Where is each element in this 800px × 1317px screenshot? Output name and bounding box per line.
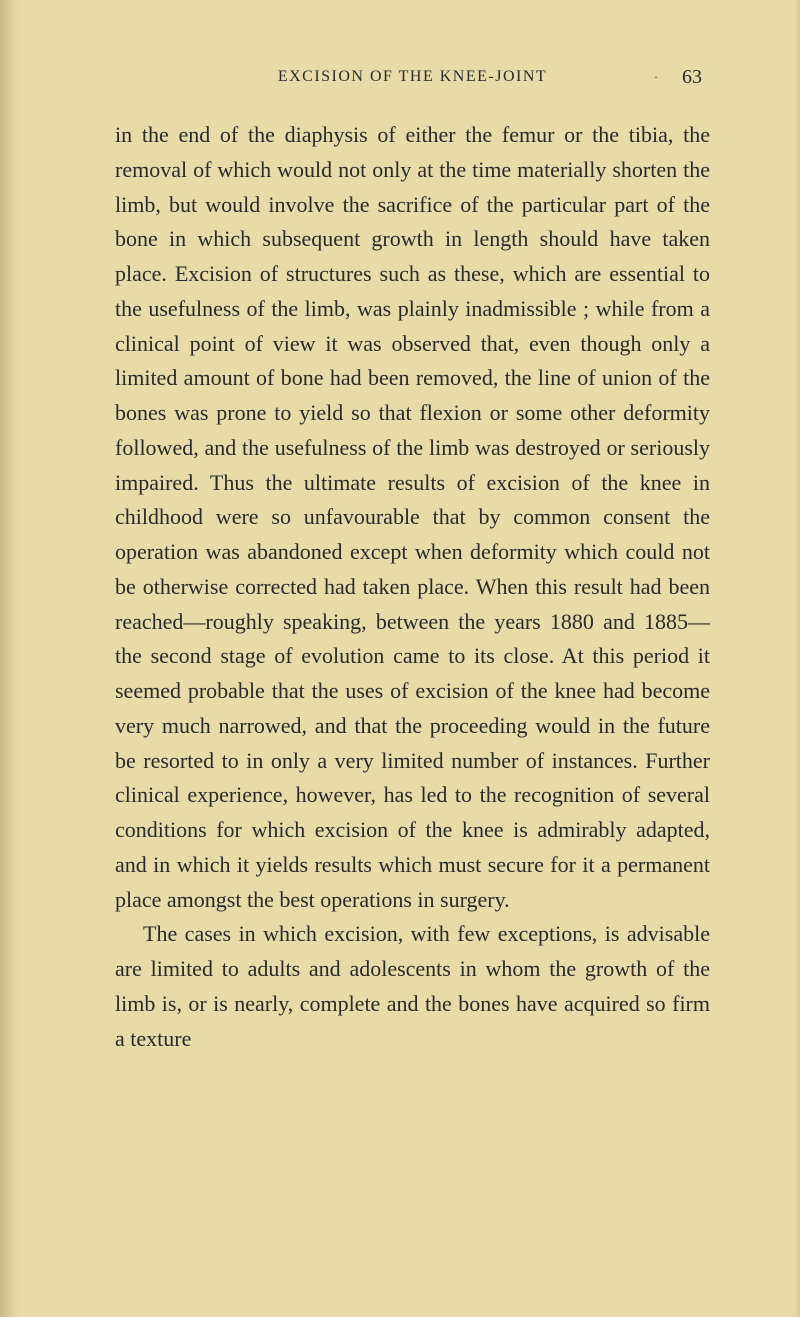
running-title: EXCISION OF THE KNEE-JOINT [278,68,547,86]
page-header: EXCISION OF THE KNEE-JOINT · 63 [115,68,710,86]
page-content: EXCISION OF THE KNEE-JOINT · 63 in the e… [0,0,800,1116]
header-mark: · [654,70,658,85]
page-shadow-left [0,0,18,1317]
body-paragraph-2: The cases in which excision, with few ex… [115,917,710,1056]
page-number: 63 [682,66,702,89]
body-paragraph-1: in the end of the diaphysis of either th… [115,118,710,917]
page-shadow-right [794,0,800,1317]
